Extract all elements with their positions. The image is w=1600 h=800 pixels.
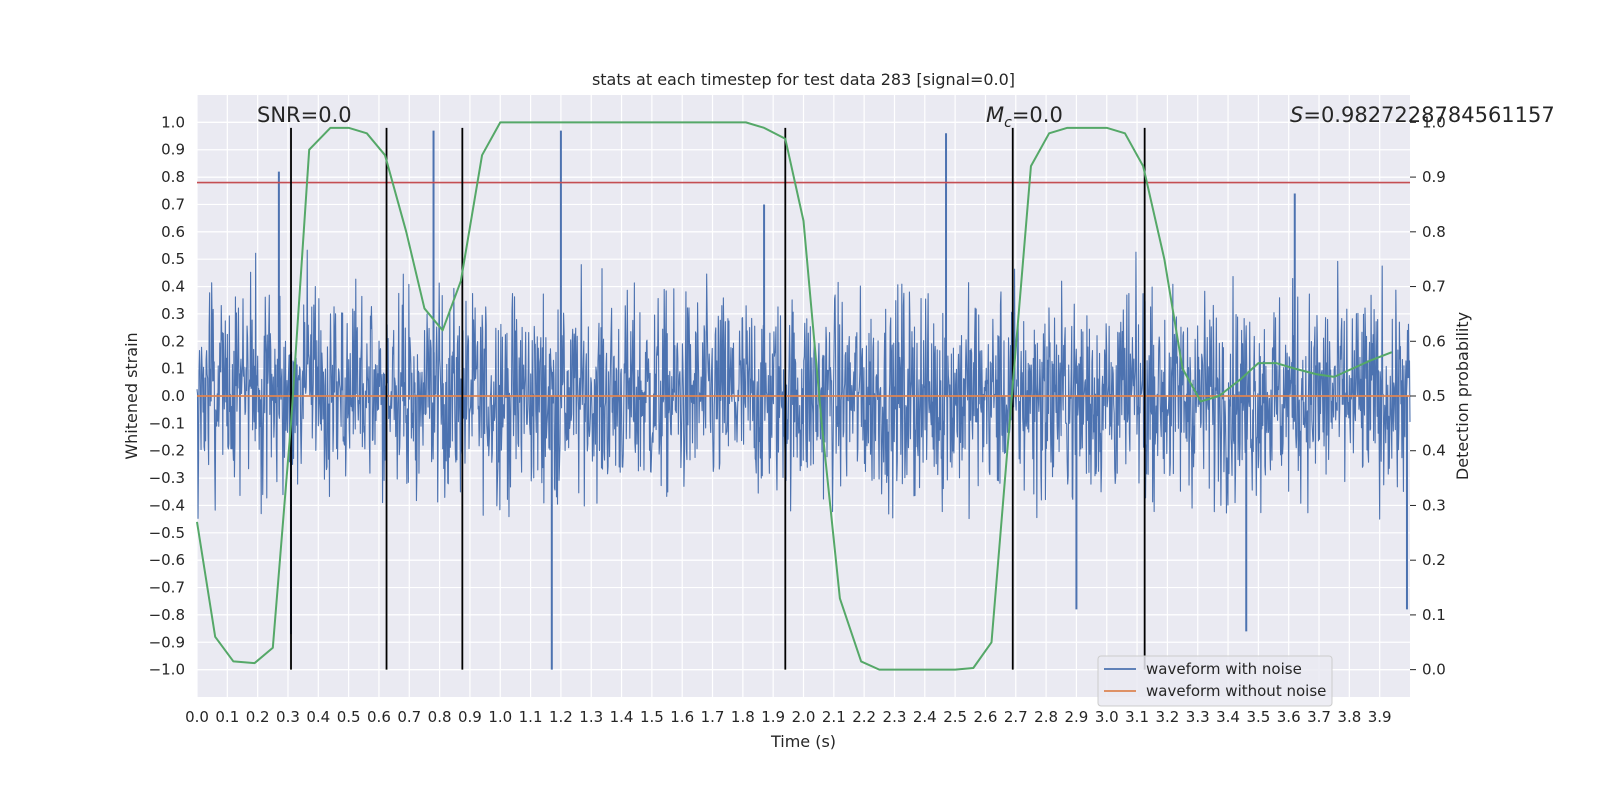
x-tick-label: 2.1 — [822, 708, 846, 726]
chart-title: stats at each timestep for test data 283… — [592, 70, 1015, 89]
y-tick-label: −0.5 — [149, 524, 185, 542]
x-tick-label: 0.7 — [397, 708, 421, 726]
y2-tick-label: 0.6 — [1422, 332, 1446, 350]
score-value: =0.9827228784561157 — [1303, 103, 1554, 127]
y2-tick-label: 0.1 — [1422, 606, 1446, 624]
x-tick-label: 2.4 — [913, 708, 937, 726]
x-tick-label: 3.5 — [1246, 708, 1270, 726]
x-tick-label: 0.2 — [246, 708, 270, 726]
y2-tick-label: 0.5 — [1422, 387, 1446, 405]
y2-tick-label: 1.0 — [1422, 113, 1446, 131]
x-tick-label: 0.3 — [276, 708, 300, 726]
x-tick-label: 0.1 — [215, 708, 239, 726]
legend-label-waveform-without-noise: waveform without noise — [1146, 682, 1326, 700]
y-tick-label: −1.0 — [149, 661, 185, 679]
y-axis-label: Whitened strain — [122, 332, 141, 459]
y-tick-label: −0.3 — [149, 469, 185, 487]
y2-tick-label: 0.3 — [1422, 496, 1446, 514]
x-tick-label: 3.3 — [1186, 708, 1210, 726]
y-tick-label: 0.1 — [161, 360, 185, 378]
x-tick-label: 3.2 — [1155, 708, 1179, 726]
chirp-mass-symbol: M — [986, 103, 1004, 127]
x-tick-label: 1.7 — [701, 708, 725, 726]
x-tick-label: 3.7 — [1307, 708, 1331, 726]
y-tick-label: 0.2 — [161, 332, 185, 350]
x-tick-label: 0.4 — [306, 708, 330, 726]
x-tick-label: 0.6 — [367, 708, 391, 726]
x-tick-label: 0.9 — [458, 708, 482, 726]
y-tick-label: −0.9 — [149, 633, 185, 651]
x-tick-label: 2.6 — [974, 708, 998, 726]
y-tick-label: 0.9 — [161, 141, 185, 159]
x-tick-label: 2.8 — [1034, 708, 1058, 726]
detection-probability-line — [196, 121, 1393, 671]
x-axis-label: Time (s) — [770, 732, 836, 751]
x-tick-label: 0.5 — [337, 708, 361, 726]
x-tick-label: 2.0 — [792, 708, 816, 726]
waveform-with-noise-line — [196, 249, 1411, 520]
x-tick-label: 2.5 — [943, 708, 967, 726]
x-tick-label: 0.8 — [428, 708, 452, 726]
legend-label-waveform-with-noise: waveform with noise — [1146, 660, 1302, 678]
y-tick-label: 0.3 — [161, 305, 185, 323]
y-tick-label: −0.6 — [149, 551, 185, 569]
x-tick-label: 2.9 — [1064, 708, 1088, 726]
x-tick-label: 1.6 — [670, 708, 694, 726]
x-tick-label: 1.8 — [731, 708, 755, 726]
x-tick-label: 3.9 — [1368, 708, 1392, 726]
y-tick-label: 0.6 — [161, 223, 185, 241]
x-tick-label: 3.4 — [1216, 708, 1240, 726]
x-tick-label: 1.1 — [519, 708, 543, 726]
chirp-mass-subscript: c — [1004, 115, 1012, 131]
y2-tick-label: 0.7 — [1422, 278, 1446, 296]
y-tick-label: 0.8 — [161, 168, 185, 186]
x-tick-label: 1.0 — [488, 708, 512, 726]
y-tick-label: −0.2 — [149, 442, 185, 460]
x-tick-label: 1.5 — [640, 708, 664, 726]
y-tick-label: −0.4 — [149, 496, 185, 514]
x-tick-label: 1.3 — [579, 708, 603, 726]
y2-tick-label: 0.0 — [1422, 661, 1446, 679]
y-tick-label: −0.8 — [149, 606, 185, 624]
ticks: 0.0 0.1 0.2 0.3 0.4 0.5 0.6 0.7 0.8 0.9 1.0 1.1 1.2 1… — [149, 113, 1446, 726]
y-tick-label: 1.0 — [161, 113, 185, 131]
y2-axis-label: Detection probability — [1453, 312, 1472, 480]
waveform-with-noise-series — [196, 130, 1411, 670]
x-tick-label: 2.7 — [1004, 708, 1028, 726]
chirp-mass-value: =0.0 — [1012, 103, 1063, 127]
y-tick-label: −0.1 — [149, 414, 185, 432]
snr-annotation: SNR=0.0 — [257, 103, 352, 127]
x-tick-label: 3.1 — [1125, 708, 1149, 726]
y-tick-label: 0.0 — [161, 387, 185, 405]
legend-box — [1097, 655, 1333, 707]
x-tick-label: 1.2 — [549, 708, 573, 726]
x-tick-label: 2.3 — [883, 708, 907, 726]
y-tick-label: 0.5 — [161, 250, 185, 268]
y2-tick-label: 0.4 — [1422, 442, 1446, 460]
x-tick-label: 2.2 — [852, 708, 876, 726]
chirp-mass-annotation: Mc=0.0 — [986, 103, 1063, 131]
score-annotation: S=0.9827228784561157 — [1290, 103, 1555, 127]
y2-tick-label: 0.2 — [1422, 551, 1446, 569]
y-tick-label: 0.4 — [161, 278, 185, 296]
y2-tick-label: 0.9 — [1422, 168, 1446, 186]
x-tick-label: 1.9 — [761, 708, 785, 726]
x-tick-label: 3.8 — [1337, 708, 1361, 726]
y2-tick-label: 0.8 — [1422, 223, 1446, 241]
legend: waveform with noise waveform without noi… — [1097, 655, 1333, 707]
x-tick-label: 3.6 — [1277, 708, 1301, 726]
x-tick-label: 0.0 — [185, 708, 209, 726]
overlay-lines — [196, 121, 1410, 671]
x-tick-label: 3.0 — [1095, 708, 1119, 726]
score-symbol: S — [1290, 103, 1303, 127]
x-tick-label: 1.4 — [610, 708, 634, 726]
y-tick-label: −0.7 — [149, 579, 185, 597]
y-tick-label: 0.7 — [161, 195, 185, 213]
